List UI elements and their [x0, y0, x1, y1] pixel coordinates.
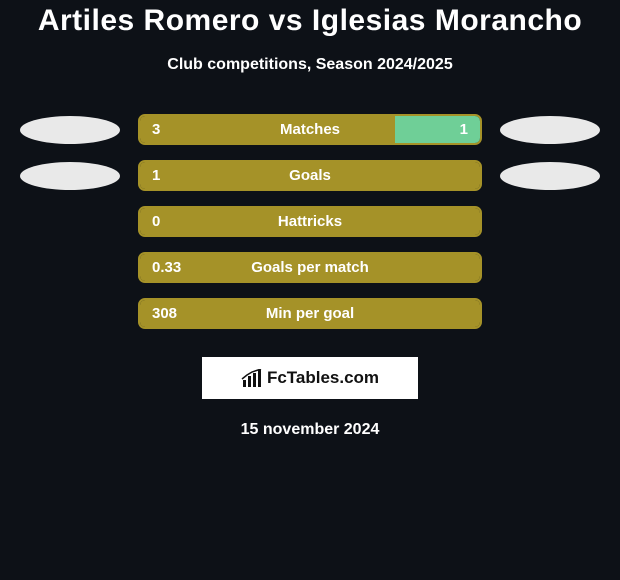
stat-rows: 3Matches11Goals0Hattricks0.33Goals per m… — [0, 114, 620, 329]
brand-logo[interactable]: FcTables.com — [202, 357, 418, 399]
comparison-card: Artiles Romero vs Iglesias Morancho Club… — [0, 0, 620, 439]
page-subtitle: Club competitions, Season 2024/2025 — [0, 56, 620, 74]
stat-bar: 0Hattricks — [138, 206, 482, 237]
stat-bar: 0.33Goals per match — [138, 252, 482, 283]
stat-row: 0.33Goals per match — [0, 252, 620, 283]
stat-label: Hattricks — [140, 213, 480, 230]
stat-row: 3Matches1 — [0, 114, 620, 145]
snapshot-date: 15 november 2024 — [0, 421, 620, 439]
brand-logo-text: FcTables.com — [267, 368, 379, 388]
stat-label: Goals — [140, 167, 480, 184]
stat-label: Goals per match — [140, 259, 480, 276]
stat-row: 1Goals — [0, 160, 620, 191]
stat-bar: 1Goals — [138, 160, 482, 191]
stat-label: Matches — [140, 121, 480, 138]
stat-row: 0Hattricks — [0, 206, 620, 237]
page-title: Artiles Romero vs Iglesias Morancho — [0, 4, 620, 38]
chart-icon — [241, 369, 263, 387]
player-badge-left — [20, 116, 120, 144]
stat-bar: 308Min per goal — [138, 298, 482, 329]
player-badge-right — [500, 116, 600, 144]
stat-bar: 3Matches1 — [138, 114, 482, 145]
player-badge-right — [500, 162, 600, 190]
stat-value-right: 1 — [460, 121, 468, 138]
player-badge-left — [20, 162, 120, 190]
stat-label: Min per goal — [140, 305, 480, 322]
stat-row: 308Min per goal — [0, 298, 620, 329]
